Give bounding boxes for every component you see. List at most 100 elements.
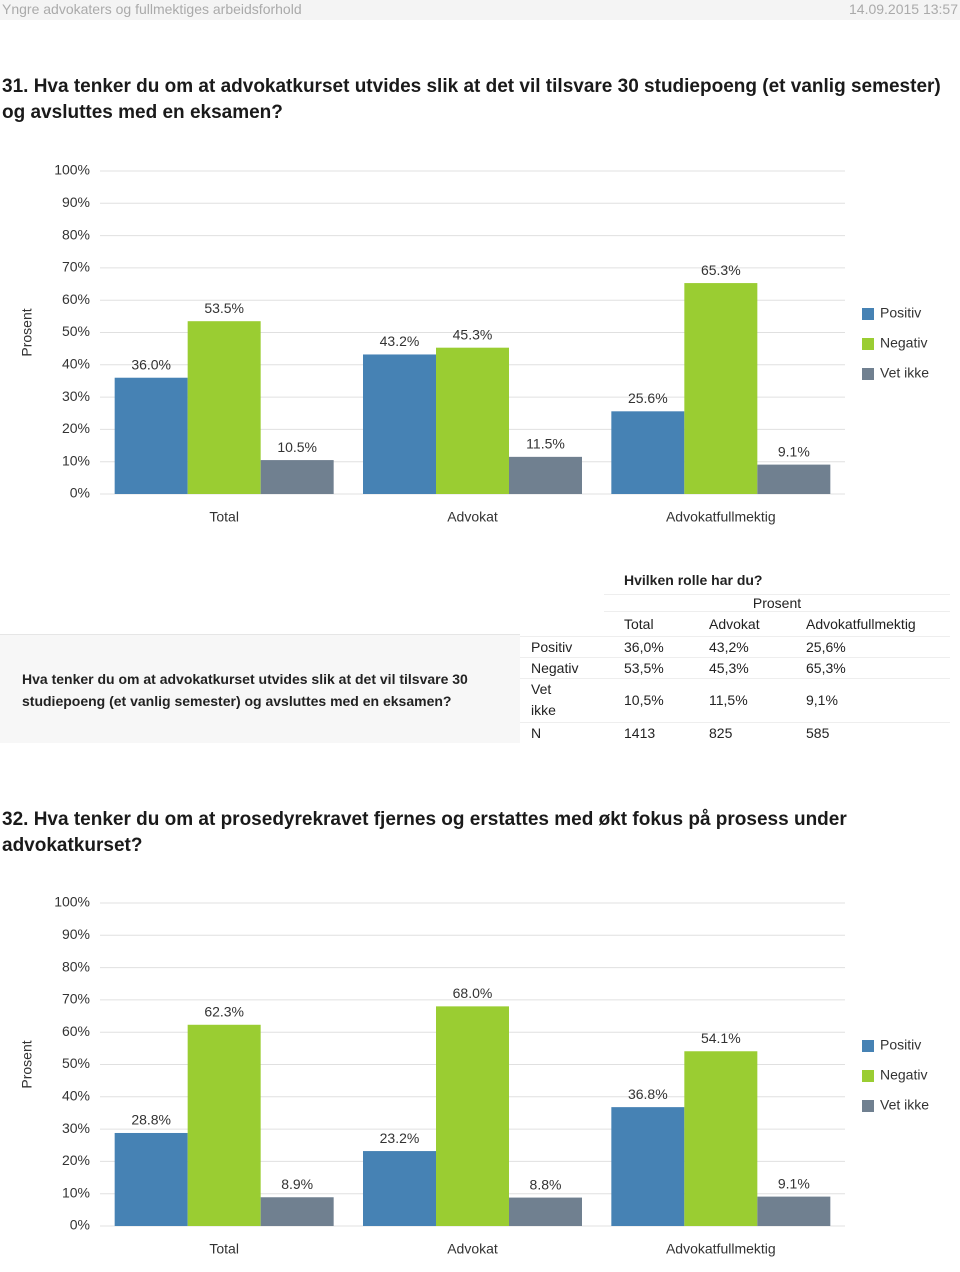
x-tick-label: Total [209,509,239,525]
bar [509,1197,582,1226]
table-group-title: Hvilken rolle har du? [624,572,763,588]
bar [436,347,509,494]
y-tick-label: 70% [62,991,90,1007]
table-cell: 25,6% [806,638,846,655]
legend-swatch [862,338,874,350]
table-cell: 36,0% [624,638,664,655]
data-label: 28.8% [131,1112,171,1128]
table-cell: 1413 [624,725,656,741]
table-cell: 43,2% [709,638,749,655]
question-title: 31. Hva tenker du om at advokatkurset ut… [2,76,941,123]
legend-label: Negativ [880,335,927,351]
table-cell: 9,1% [806,692,838,708]
legend-swatch [862,1070,874,1082]
table-question: Hva tenker du om at advokatkurset utvide… [22,671,468,709]
x-tick-label: Advokatfullmektig [666,509,776,525]
y-tick-label: 70% [62,259,90,275]
y-tick-label: 10% [62,1184,90,1200]
bar [757,1196,831,1226]
legend-swatch [862,1100,874,1112]
row-line [520,722,950,723]
x-tick-label: Total [209,1241,239,1257]
legend-label: Negativ [880,1067,927,1083]
column-header: Advokat [709,616,760,632]
y-tick-label: 40% [62,356,90,372]
table-cell: 65,3% [806,659,846,676]
data-label: 65.3% [701,262,741,278]
question-cell [0,634,520,743]
header-title: Yngre advokaters og fullmektiges arbeids… [2,1,302,17]
legend-label: Vet ikke [880,365,929,381]
data-label: 36.0% [131,356,171,372]
table: Hva tenker du om at advokatkurset utvide… [0,560,960,750]
x-tick-label: Advokat [447,509,498,525]
table-cell: 10,5% [624,692,664,708]
data-label: 36.8% [628,1086,668,1102]
bar [260,460,334,494]
bar [114,1132,188,1226]
data-label: 9.1% [778,1175,810,1191]
y-tick-label: 30% [62,388,90,404]
row-label: Positiv [531,638,573,655]
data-label: 11.5% [526,436,565,452]
x-tick-label: Advokatfullmektig [666,1241,776,1257]
y-tick-label: 60% [62,1023,90,1039]
row-label: Negativ [531,659,579,676]
y-axis-label: Prosent [19,308,35,356]
legend-swatch [862,1040,874,1052]
bar [509,456,582,494]
y-tick-label: 80% [62,958,90,974]
data-label: 8.9% [281,1176,313,1192]
data-label: 68.0% [453,985,493,1001]
question-title: 32. Hva tenker du om at prosedyrekravet … [2,809,847,856]
data-label: 62.3% [204,1003,244,1019]
column-header: Advokatfullmektig [806,616,916,632]
legend-label: Positiv [880,305,921,321]
bar [436,1006,509,1226]
y-axis-label: Prosent [19,1040,35,1088]
bar [757,464,831,494]
table-cell: 11,5% [709,692,748,708]
data-label: 43.2% [380,333,420,349]
y-tick-label: 90% [62,926,90,942]
header-bar [0,0,960,20]
legend-swatch [862,308,874,320]
y-tick-label: 40% [62,1088,90,1104]
legend-swatch [862,368,874,380]
row-label: N [531,725,542,741]
row-line [520,678,950,679]
row-label: Vet ikke [531,681,556,718]
row-line [520,636,950,637]
y-tick-label: 0% [70,1217,90,1233]
y-tick-label: 10% [62,452,90,468]
bar [363,354,436,494]
bar [260,1197,334,1226]
y-tick-label: 30% [62,1120,90,1136]
y-tick-label: 20% [62,1152,90,1168]
y-tick-label: 60% [62,291,90,307]
y-tick-label: 20% [62,420,90,436]
bar [611,1107,685,1226]
table-cell: 45,3% [709,659,749,676]
y-tick-label: 90% [62,194,90,210]
y-tick-label: 100% [54,894,90,910]
column-header: Total [624,616,654,632]
legend-label: Positiv [880,1037,921,1053]
bar [684,1051,758,1226]
bar [363,1151,436,1226]
table-cell: 53,5% [624,659,664,676]
data-label: 53.5% [204,300,244,316]
x-tick-label: Advokat [447,1241,498,1257]
bar [187,1024,261,1226]
y-tick-label: 80% [62,226,90,242]
y-tick-label: 50% [62,1055,90,1071]
legend-label: Vet ikke [880,1097,929,1113]
data-label: 54.1% [701,1030,741,1046]
table-unit: Prosent [604,594,950,612]
bar [611,411,685,494]
data-label: 23.2% [380,1130,420,1146]
chart: 0% 10% 20% 30% 40% 50% 60% 70% 80% 90% 100% Prosent… [19,162,930,525]
y-tick-label: 50% [62,323,90,339]
header-date: 14.09.2015 13:57 [849,1,958,17]
